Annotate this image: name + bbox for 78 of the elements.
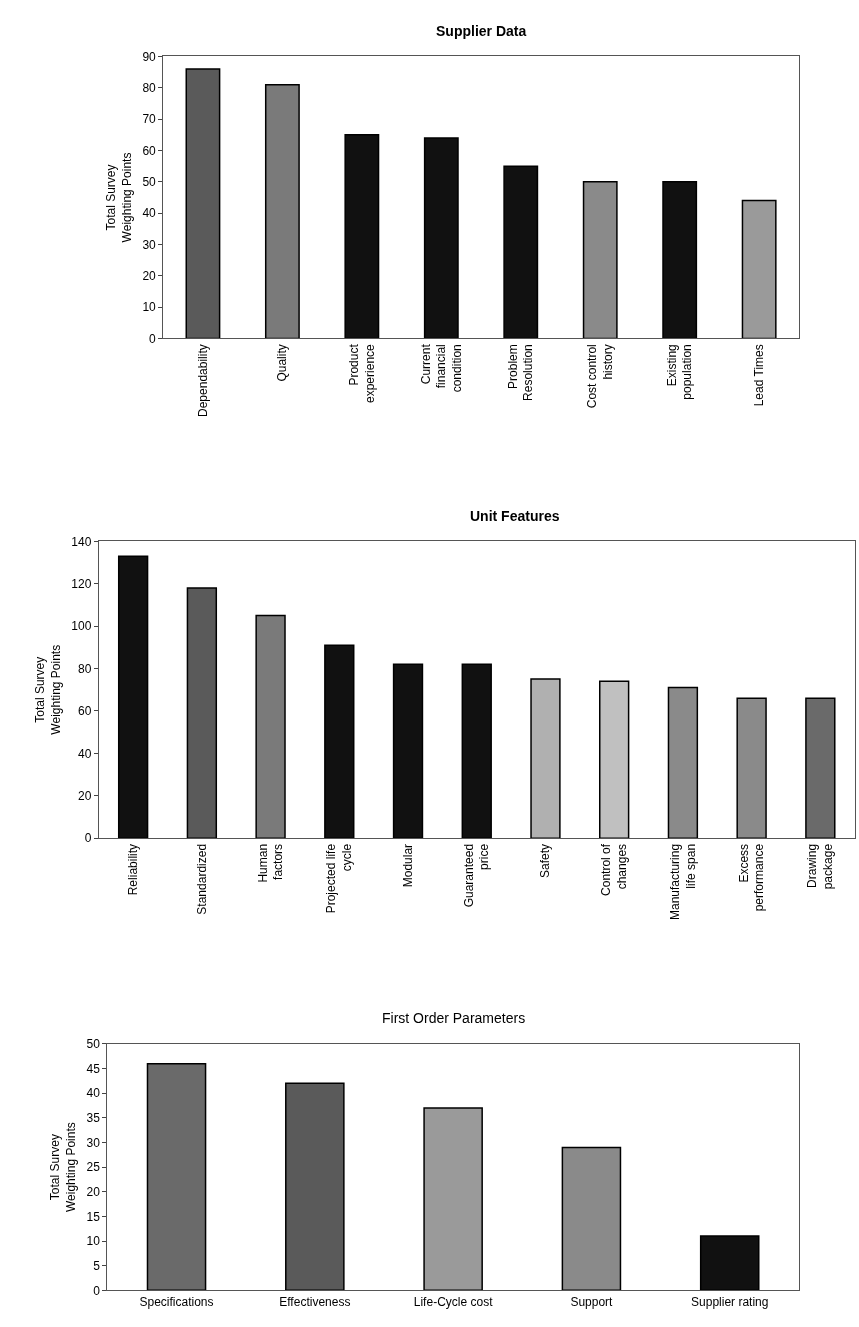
bar — [503, 165, 539, 339]
x-tick-label: Modular — [400, 843, 415, 888]
bar — [699, 1235, 760, 1291]
bar — [461, 663, 492, 839]
x-tick-label: Dependability — [195, 344, 210, 417]
x-tick-label: Control of changes — [599, 843, 629, 896]
bar — [582, 181, 618, 339]
y-tick-label: 60 — [142, 143, 157, 158]
y-tick-label: 70 — [142, 112, 157, 127]
chart-title: Unit Features — [470, 508, 560, 524]
y-tick-label: 80 — [142, 81, 157, 95]
bar — [662, 181, 698, 339]
y-tick-label: 40 — [142, 206, 157, 221]
y-tick-label: 20 — [142, 269, 157, 283]
bar — [324, 644, 355, 839]
y-tick-label: 10 — [86, 1234, 101, 1249]
y-tick-label: 20 — [86, 1184, 101, 1199]
y-tick-label: 25 — [86, 1160, 101, 1175]
bar — [741, 199, 777, 339]
y-tick-label: 80 — [78, 661, 92, 676]
bar — [667, 686, 699, 839]
x-tick-label: Effectiveness — [279, 1294, 351, 1309]
x-tick-label: Support — [570, 1294, 614, 1309]
y-tick-label: 20 — [78, 788, 92, 803]
y-tick-label: 140 — [71, 534, 92, 549]
y-tick-label: 0 — [84, 831, 92, 846]
y-tick-label: 5 — [93, 1258, 101, 1273]
bar — [805, 697, 836, 839]
y-tick-label: 50 — [142, 175, 157, 189]
chart-title: First Order Parameters — [382, 1010, 526, 1026]
x-tick-label: Cost control history — [585, 344, 615, 409]
bar — [255, 614, 286, 839]
x-tick-label: Human factors — [255, 843, 286, 883]
bar — [344, 134, 380, 339]
y-tick-label: 45 — [86, 1061, 101, 1076]
y-tick-label: 50 — [86, 1037, 101, 1052]
y-axis-title: Total Survey Weighting Points — [48, 1122, 78, 1213]
y-tick-label: 100 — [71, 619, 92, 634]
x-tick-label: Guaranteed price — [461, 843, 492, 908]
x-tick-label: Reliability — [126, 843, 141, 896]
bar — [530, 678, 561, 839]
bar — [736, 697, 767, 839]
y-tick-label: 90 — [142, 49, 157, 64]
bar — [423, 137, 459, 339]
bar — [599, 680, 630, 839]
bar — [264, 83, 300, 339]
x-tick-label: Standardized — [194, 843, 209, 915]
x-tick-label: Manufacturing life span — [668, 843, 698, 920]
bar — [423, 1107, 483, 1291]
y-tick-label: 40 — [78, 746, 92, 761]
x-tick-label: Safety — [538, 843, 553, 878]
x-tick-label: Life-Cycle cost — [413, 1294, 494, 1309]
y-tick-label: 15 — [86, 1209, 101, 1224]
y-axis-title: Total Survey Weighting Points — [104, 152, 134, 243]
y-tick-label: 0 — [93, 1283, 101, 1298]
y-tick-label: 60 — [78, 704, 92, 719]
x-tick-label: Current financial condition — [418, 343, 464, 393]
y-tick-label: 40 — [86, 1086, 101, 1101]
y-tick-label: 10 — [142, 300, 157, 315]
x-tick-label: Specifications — [139, 1294, 214, 1309]
bar — [561, 1146, 622, 1291]
x-tick-label: Lead Times — [752, 344, 767, 407]
x-tick-label: Quality — [275, 344, 290, 382]
y-tick-label: 30 — [86, 1135, 101, 1150]
y-tick-label: 0 — [149, 331, 157, 346]
x-tick-label: Product experience — [346, 343, 377, 403]
y-tick-label: 30 — [142, 237, 157, 252]
y-tick-label: 35 — [86, 1111, 101, 1126]
x-tick-label: Existing population — [664, 344, 695, 400]
x-tick-label: Drawing package — [805, 843, 836, 890]
bar — [146, 1062, 207, 1291]
bar — [117, 555, 149, 839]
chart-title: Supplier Data — [436, 23, 527, 39]
x-tick-label: Supplier rating — [691, 1294, 769, 1309]
x-tick-label: Projected life cycle — [324, 843, 354, 914]
y-tick-label: 120 — [71, 576, 92, 591]
y-axis-title: Total Survey Weighting Points — [33, 644, 63, 735]
bar — [392, 663, 424, 839]
